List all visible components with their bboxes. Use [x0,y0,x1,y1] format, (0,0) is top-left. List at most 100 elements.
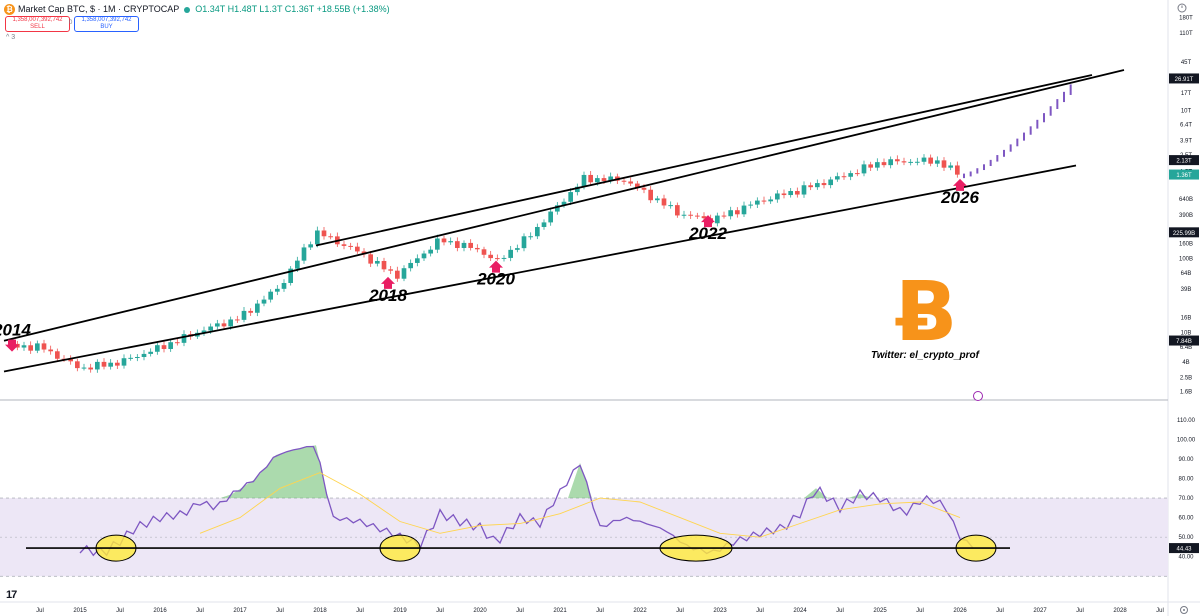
buy-price: 1,358,007,392,742 [81,17,132,23]
projection-candle [1069,84,1072,95]
candle-body [681,214,687,216]
candle-body [875,162,880,168]
price-tick-label: 64B [1181,271,1192,277]
candle-body [141,353,147,357]
price-tag-label: 225.99B [1173,231,1195,237]
rsi-last-tag [1169,543,1199,554]
projection-candle [963,173,965,179]
candle-body [341,244,347,246]
price-tick-label: 110T [1179,31,1193,37]
candle-body [895,159,900,162]
candle-body [728,210,733,217]
candle-body [955,165,960,175]
rsi-line [79,445,974,557]
candle-body [261,299,267,304]
projection-candle [1023,132,1025,141]
candle-body [768,199,773,202]
candle-body [948,165,953,168]
symbol-title[interactable]: Market Cap BTC, $ · 1M · CRYPTOCAP [18,4,180,14]
price-tick-label: 390B [1179,213,1193,219]
axis-layer: 180T110T45T17T10T6.4T3.9T2.5T1.5T640B390… [36,15,1199,614]
ohlc-values: O1.34T H1.48T L1.3T C1.36T +18.55B (+1.3… [195,4,390,14]
candle-body [781,193,787,196]
twitter-credit: Twitter: el_crypto_prof [871,350,979,361]
buy-button[interactable]: 1,358,007,392,742 BUY [74,16,139,32]
candle-body [688,214,693,216]
candle-body [228,319,233,327]
price-tag-label: 7.84B [1176,339,1192,345]
candle-body [628,181,633,184]
rsi-last-label: 44.43 [1176,547,1192,553]
candle-body [181,334,187,343]
price-tick-label: 2.5B [1180,375,1192,381]
event-marker-icon[interactable] [973,391,983,401]
projection-candle [969,171,972,177]
rsi-tick-label: 80.00 [1178,477,1194,483]
time-tick-label: Jul [436,608,444,614]
price-tick-label: 16B [1181,316,1192,322]
candle-body [715,215,720,224]
clock-icon[interactable] [1177,3,1187,13]
candle-body [475,247,480,250]
candle-body [575,186,580,193]
channel-trendline [3,164,1077,373]
projection-candle [1056,99,1059,109]
candle-body [315,230,320,245]
candle-body [701,216,707,219]
candle-body [821,183,827,186]
time-tick-label: 2023 [713,608,727,614]
time-tick-label: Jul [1076,608,1084,614]
candle-body [415,258,420,263]
projection-candle [1009,144,1012,152]
time-tick-label: 2022 [633,608,647,614]
rsi-tick-label: 70.00 [1178,496,1194,502]
candle-body [721,215,727,217]
candle-body [655,198,660,201]
projection-candle [1043,113,1045,123]
candle-body [441,238,447,243]
buy-label: BUY [100,24,113,30]
price-tag-label: 1.36T [1176,173,1192,179]
time-tick-label: Jul [676,608,684,614]
candle-body [48,349,53,352]
candle-body [41,343,47,350]
candle-body [481,249,487,255]
candle-body [281,283,287,289]
candle-body [735,210,740,215]
candle-body [328,236,333,238]
candle-body [428,249,433,254]
candle-body [815,183,820,188]
candle-body [35,343,40,351]
candle-body [695,215,700,217]
rsi-tick-label: 40.00 [1178,555,1194,561]
candle-body [608,176,613,181]
candle-body [748,204,753,206]
candle-body [175,342,180,344]
candle-body [648,189,653,201]
candle-body [621,180,627,182]
candle-body [401,268,407,279]
candle-body [95,361,100,370]
candle-body [201,330,207,333]
candle-body [388,269,393,271]
sell-button[interactable]: 1,358,007,392,742 SELL [5,16,70,32]
candle-body [935,160,940,164]
indicator-collapse-toggle[interactable]: ^ 3 [6,34,16,41]
candle-body [508,249,513,258]
time-tick-label: 2019 [393,608,407,614]
time-tick-label: 2018 [313,608,327,614]
year-annotation-label: 2020 [476,270,515,289]
candle-body [461,242,467,248]
price-tick-label: 6.4B [1180,345,1192,351]
candle-body [455,241,460,248]
price-axis[interactable] [1168,0,1200,616]
time-tick-label: Jul [276,608,284,614]
candle-body [368,254,373,264]
gear-icon[interactable] [1180,606,1188,614]
time-tick-label: 2027 [1033,608,1047,614]
candle-body [741,205,747,215]
price-tick-label: 1.6B [1180,390,1192,396]
rsi-layer [26,445,1010,562]
candle-body [908,161,913,163]
